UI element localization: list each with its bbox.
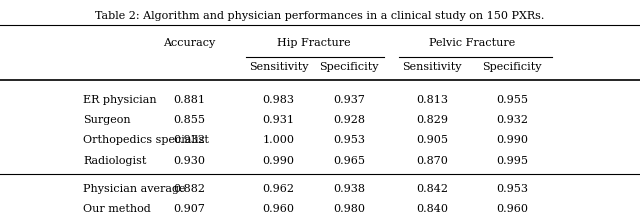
Text: Sensitivity: Sensitivity [249, 62, 308, 72]
Text: 0.842: 0.842 [416, 184, 448, 194]
Text: 0.905: 0.905 [416, 135, 448, 145]
Text: 0.931: 0.931 [262, 115, 294, 125]
Text: 0.962: 0.962 [262, 184, 294, 194]
Text: 0.813: 0.813 [416, 95, 448, 104]
Text: Radiologist: Radiologist [83, 156, 147, 165]
Text: Physician average: Physician average [83, 184, 186, 194]
Text: Sensitivity: Sensitivity [403, 62, 461, 72]
Text: 0.829: 0.829 [416, 115, 448, 125]
Text: Table 2: Algorithm and physician performances in a clinical study on 150 PXRs.: Table 2: Algorithm and physician perform… [95, 11, 545, 21]
Text: 0.980: 0.980 [333, 204, 365, 214]
Text: Specificity: Specificity [319, 62, 378, 72]
Text: 0.953: 0.953 [333, 135, 365, 145]
Text: 0.990: 0.990 [262, 156, 294, 165]
Text: ER physician: ER physician [83, 95, 157, 104]
Text: 0.840: 0.840 [416, 204, 448, 214]
Text: Orthopedics specialist: Orthopedics specialist [83, 135, 209, 145]
Text: 0.907: 0.907 [173, 204, 205, 214]
Text: Specificity: Specificity [483, 62, 541, 72]
Text: 0.960: 0.960 [496, 204, 528, 214]
Text: Our method: Our method [83, 204, 151, 214]
Text: 0.932: 0.932 [496, 115, 528, 125]
Text: Pelvic Fracture: Pelvic Fracture [429, 38, 515, 48]
Text: 0.938: 0.938 [333, 184, 365, 194]
Text: 0.965: 0.965 [333, 156, 365, 165]
Text: 0.881: 0.881 [173, 95, 205, 104]
Text: 1.000: 1.000 [262, 135, 294, 145]
Text: 0.990: 0.990 [496, 135, 528, 145]
Text: 0.983: 0.983 [262, 95, 294, 104]
Text: 0.932: 0.932 [173, 135, 205, 145]
Text: Hip Fracture: Hip Fracture [276, 38, 351, 48]
Text: 0.882: 0.882 [173, 184, 205, 194]
Text: 0.870: 0.870 [416, 156, 448, 165]
Text: 0.928: 0.928 [333, 115, 365, 125]
Text: 0.995: 0.995 [496, 156, 528, 165]
Text: 0.937: 0.937 [333, 95, 365, 104]
Text: 0.930: 0.930 [173, 156, 205, 165]
Text: 0.953: 0.953 [496, 184, 528, 194]
Text: 0.960: 0.960 [262, 204, 294, 214]
Text: 0.855: 0.855 [173, 115, 205, 125]
Text: 0.955: 0.955 [496, 95, 528, 104]
Text: Accuracy: Accuracy [163, 38, 215, 48]
Text: Surgeon: Surgeon [83, 115, 131, 125]
